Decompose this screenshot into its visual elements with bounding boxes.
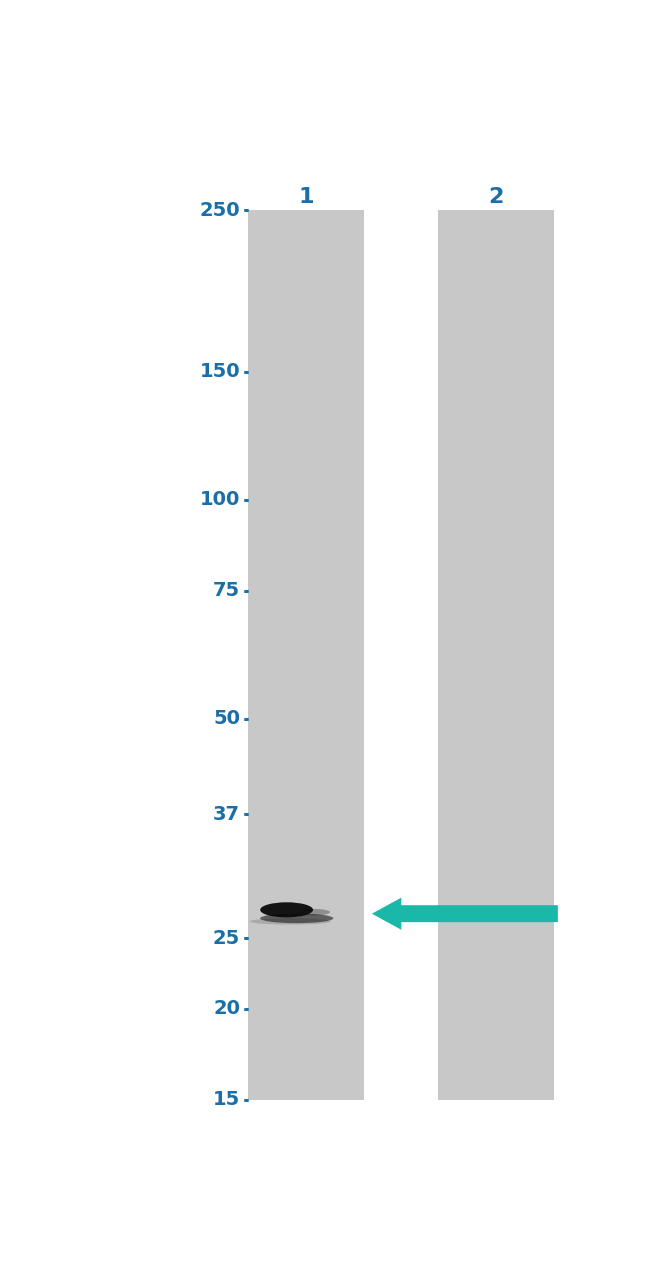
Text: 2: 2 — [488, 187, 504, 207]
Ellipse shape — [250, 918, 332, 925]
Text: 20: 20 — [213, 999, 240, 1019]
Text: 1: 1 — [298, 187, 314, 207]
Text: 50: 50 — [213, 710, 240, 729]
Text: 25: 25 — [213, 928, 240, 947]
Ellipse shape — [260, 902, 313, 917]
FancyArrow shape — [372, 898, 558, 930]
Text: 100: 100 — [200, 490, 240, 509]
Text: 150: 150 — [200, 362, 240, 381]
Bar — [248, 210, 364, 1100]
Text: 250: 250 — [200, 201, 240, 220]
Ellipse shape — [260, 913, 333, 923]
Text: 15: 15 — [213, 1090, 240, 1109]
Ellipse shape — [298, 909, 330, 916]
Text: 37: 37 — [213, 805, 240, 823]
Text: 75: 75 — [213, 582, 240, 601]
Bar — [437, 210, 554, 1100]
